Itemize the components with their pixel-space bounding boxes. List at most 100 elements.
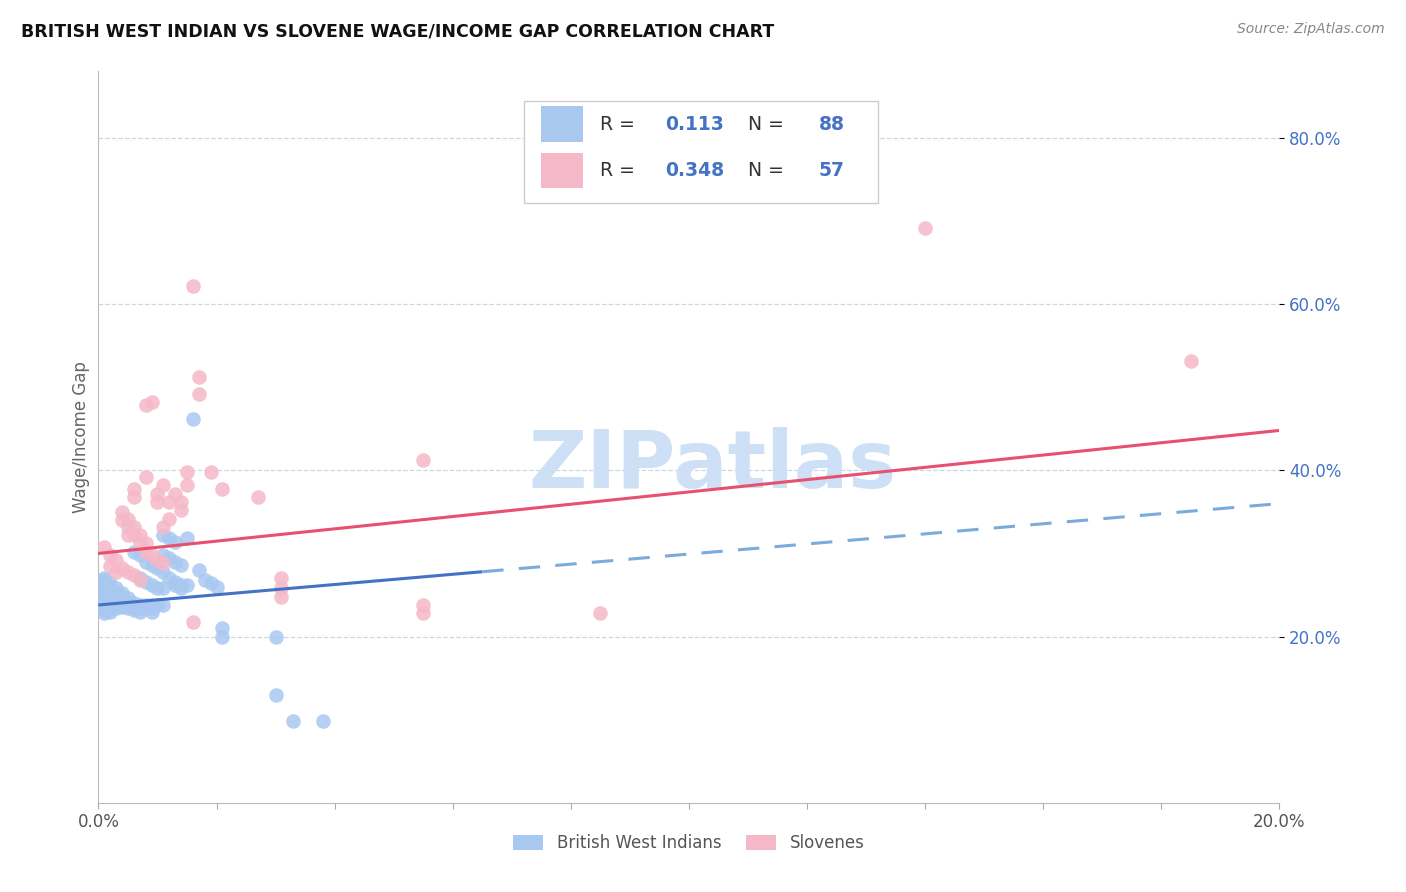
Text: R =: R = (600, 161, 641, 179)
Point (141, 395, 163, 409)
Point (105, 588, 128, 602)
Point (176, 532, 198, 546)
Text: BRITISH WEST INDIAN VS SLOVENE WAGE/INCOME GAP CORRELATION CHART: BRITISH WEST INDIAN VS SLOVENE WAGE/INCO… (21, 22, 775, 40)
Point (105, 565, 128, 579)
Point (111, 505, 134, 519)
Point (914, 220, 936, 235)
Point (152, 565, 174, 579)
Point (152, 478, 174, 492)
Point (122, 528, 145, 542)
Point (128, 571, 150, 585)
FancyBboxPatch shape (541, 153, 582, 187)
Point (105, 591, 128, 606)
Point (117, 520, 139, 534)
Point (165, 578, 187, 592)
Text: 0.348: 0.348 (665, 161, 724, 179)
Point (312, 714, 335, 729)
Point (187, 387, 209, 401)
Point (205, 580, 228, 594)
Point (93, 593, 115, 607)
Text: N =: N = (737, 161, 790, 179)
Point (105, 598, 128, 612)
Point (170, 503, 193, 517)
Point (264, 630, 287, 644)
Point (128, 528, 150, 542)
Point (93, 596, 115, 610)
Point (146, 553, 169, 567)
Legend: British West Indians, Slovenes: British West Indians, Slovenes (505, 826, 873, 860)
Point (98, 575, 121, 590)
Y-axis label: Wage/Income Gap: Wage/Income Gap (72, 361, 90, 513)
Point (157, 511, 180, 525)
Point (270, 582, 292, 596)
Point (270, 590, 292, 604)
Point (264, 688, 287, 702)
Point (93, 607, 115, 621)
Point (146, 561, 169, 575)
Point (98, 589, 121, 603)
Point (117, 511, 139, 525)
Point (135, 555, 157, 569)
Point (93, 603, 115, 617)
Point (176, 465, 198, 479)
Point (141, 605, 163, 619)
Point (93, 580, 115, 594)
Point (1180, 353, 1202, 368)
Point (165, 555, 187, 569)
Point (170, 582, 193, 596)
Point (98, 582, 121, 597)
Point (141, 598, 163, 612)
Point (98, 602, 121, 616)
Point (128, 536, 150, 550)
Point (98, 558, 121, 573)
Point (111, 596, 134, 610)
Point (170, 495, 193, 509)
Point (122, 596, 145, 610)
Point (122, 482, 145, 496)
Point (135, 399, 157, 413)
Point (93, 576, 115, 591)
Point (98, 548, 121, 562)
Point (105, 601, 128, 615)
Point (111, 586, 134, 600)
Point (270, 571, 292, 585)
Point (246, 490, 269, 504)
Point (135, 574, 157, 589)
Point (141, 601, 163, 615)
Point (128, 601, 150, 615)
Point (117, 598, 139, 612)
Point (157, 571, 180, 585)
Point (157, 532, 180, 546)
Point (93, 586, 115, 600)
Point (152, 548, 174, 562)
Point (211, 630, 233, 644)
Point (128, 573, 150, 587)
Point (170, 578, 193, 592)
Point (117, 565, 139, 579)
Point (117, 591, 139, 606)
Point (165, 574, 187, 589)
Point (135, 536, 157, 550)
Point (98, 592, 121, 607)
Point (141, 578, 163, 592)
Point (117, 594, 139, 608)
Point (105, 553, 128, 567)
Point (187, 563, 209, 577)
Point (141, 548, 163, 562)
Point (181, 615, 204, 629)
Point (152, 598, 174, 612)
Point (128, 598, 150, 612)
Point (98, 599, 121, 613)
Point (135, 545, 157, 559)
Point (157, 551, 180, 566)
Point (412, 607, 434, 621)
Text: Source: ZipAtlas.com: Source: ZipAtlas.com (1237, 22, 1385, 37)
Point (181, 278, 204, 293)
Point (152, 557, 174, 571)
Point (122, 545, 145, 559)
Point (146, 598, 169, 612)
Point (187, 370, 209, 384)
Point (105, 584, 128, 599)
Point (589, 607, 612, 621)
Point (122, 568, 145, 582)
